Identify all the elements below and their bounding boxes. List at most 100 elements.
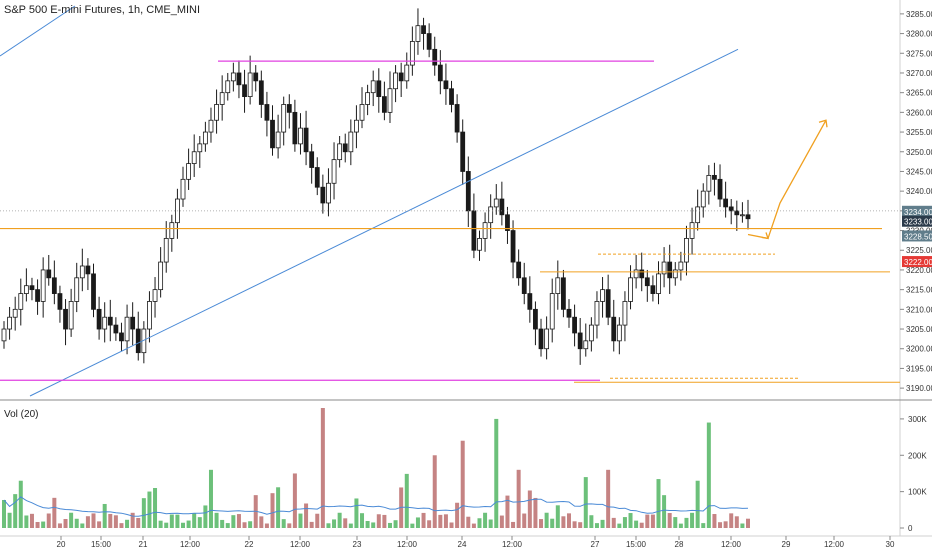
candle-body — [158, 261, 164, 291]
volume-bar — [225, 523, 230, 528]
candle-body — [544, 328, 550, 350]
candle-body — [723, 198, 729, 208]
candle-body — [96, 308, 102, 330]
candle-body — [113, 324, 119, 334]
candle-body — [208, 119, 214, 133]
candle-body — [370, 80, 376, 94]
volume-bar — [136, 517, 141, 528]
volume-bar — [404, 473, 409, 528]
price-tag-label: 3233.00 — [904, 218, 932, 227]
y-tick-label: 3285.00 — [906, 10, 932, 19]
y-tick-label: 3255.00 — [906, 128, 932, 137]
candle-body — [393, 72, 398, 90]
volume-bar — [544, 512, 549, 528]
candle-body — [12, 308, 18, 318]
volume-bar — [158, 520, 163, 528]
candle-body — [169, 222, 175, 239]
price-tag-label: 3228.50 — [904, 232, 932, 241]
price-tag-label: 3234.00 — [904, 208, 932, 217]
volume-bar — [13, 494, 18, 528]
candle-body — [622, 301, 628, 326]
volume-bar — [578, 522, 583, 528]
candle-body — [51, 277, 57, 294]
volume-bar — [7, 512, 12, 528]
volume-bar — [304, 503, 309, 528]
candle-body — [684, 238, 689, 263]
volume-bar — [354, 498, 359, 528]
volume-ma-line — [3, 496, 749, 517]
candle-body — [555, 277, 561, 294]
volume-bar — [690, 512, 695, 528]
candle-body — [314, 167, 320, 188]
volume-bar — [231, 515, 236, 528]
volume-bar — [505, 495, 510, 528]
price-tag-label: 3222.00 — [904, 258, 932, 267]
candle-body — [247, 72, 253, 98]
y-tick-label: 3210.00 — [906, 305, 932, 314]
volume-bar — [466, 516, 471, 528]
candle-body — [331, 159, 337, 184]
y-tick-label: 3260.00 — [906, 108, 932, 117]
candle-body — [124, 316, 130, 342]
y-tick-label: 3215.00 — [906, 286, 932, 295]
volume-bar — [69, 512, 74, 528]
candle-body — [409, 41, 415, 66]
chart-title: S&P 500 E-mini Futures, 1h, CME_MINI — [4, 4, 201, 16]
volume-bar — [421, 512, 426, 528]
x-tick-label: 20 — [57, 540, 66, 549]
candle-body — [700, 190, 706, 208]
volume-bar — [24, 515, 29, 528]
candle-body — [359, 104, 365, 121]
volume-bar — [298, 513, 303, 528]
candle-body — [689, 222, 695, 239]
x-tick-label: 12:00 — [397, 540, 418, 549]
candle-body — [147, 301, 152, 330]
price-tag — [902, 230, 932, 242]
candle-body — [421, 25, 426, 34]
candle-body — [650, 285, 656, 294]
volume-bar — [471, 523, 476, 528]
volume-bar — [566, 513, 571, 528]
volume-bar — [41, 521, 46, 528]
candle-body — [600, 289, 605, 302]
volume-bar — [516, 469, 521, 528]
volume-bar — [130, 512, 135, 528]
x-tick-label: 30 — [886, 540, 895, 549]
candle-body — [415, 25, 421, 42]
candle-body — [29, 285, 35, 291]
volume-bar — [80, 523, 85, 528]
projection-arrowhead — [761, 232, 769, 240]
candle-body — [281, 104, 287, 133]
volume-bar — [63, 518, 68, 528]
candle-body — [521, 277, 527, 294]
candle-body — [348, 131, 354, 153]
candle-body — [219, 92, 225, 105]
volume-bar — [242, 522, 247, 528]
candle-body — [152, 289, 158, 302]
candle-body — [46, 269, 52, 279]
candle-body — [560, 277, 566, 310]
candle-body — [18, 293, 24, 310]
candle-body — [706, 174, 712, 192]
y-tick-label: 3220.00 — [906, 266, 932, 275]
candle-body — [79, 265, 85, 279]
candle-body — [712, 174, 717, 180]
volume-bar — [600, 519, 605, 528]
volume-bar — [645, 514, 650, 528]
volume-bar — [315, 513, 320, 528]
candle-body — [7, 316, 12, 330]
volume-bar — [628, 513, 633, 528]
volume-bar — [455, 502, 460, 528]
volume-bar — [35, 521, 40, 528]
candle-body — [549, 293, 555, 330]
volume-bar — [220, 519, 225, 528]
candle-body — [303, 127, 309, 153]
volume-bar — [550, 518, 555, 528]
volume-bar — [572, 521, 577, 528]
volume-bar — [706, 422, 711, 528]
volume-bar — [443, 514, 448, 528]
volume-bar — [371, 522, 376, 528]
volume-bar — [410, 523, 415, 528]
candle-body — [728, 206, 734, 212]
